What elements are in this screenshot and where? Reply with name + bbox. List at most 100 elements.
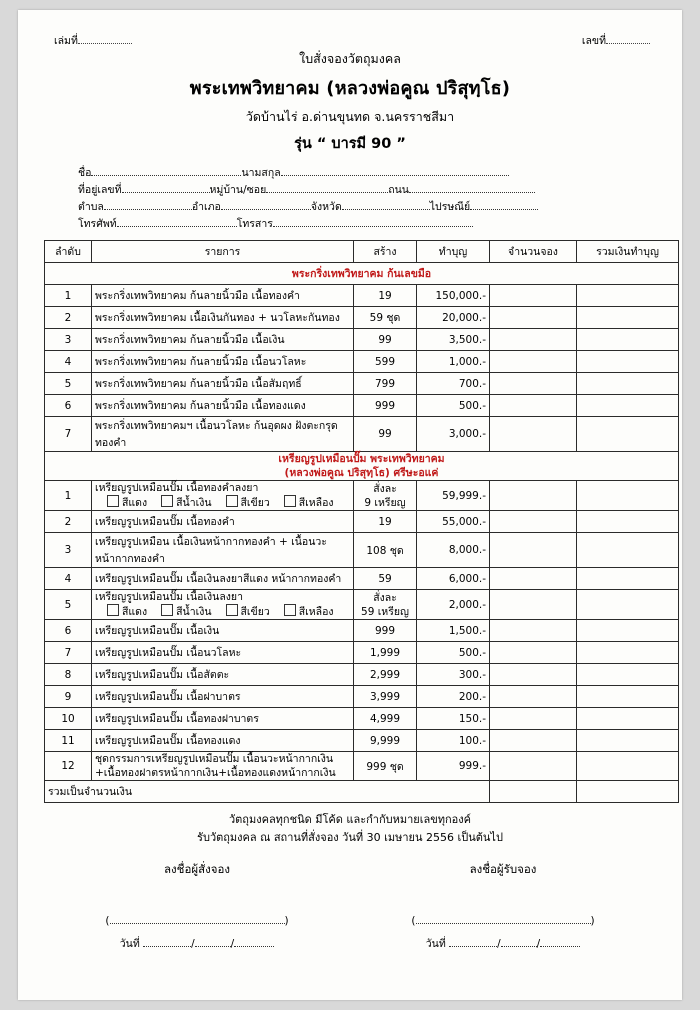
row-made: 19 xyxy=(353,284,417,307)
row-total-input[interactable] xyxy=(576,619,679,642)
paren-close-left: ) xyxy=(284,915,289,927)
row-quantity-input[interactable] xyxy=(489,619,577,642)
table-row: 6 เหรียญรูปเหมือนปั๊ม เนื้อเงิน 999 1,500.- xyxy=(44,619,679,642)
row-made: 3,999 xyxy=(353,685,417,708)
row-total-input[interactable] xyxy=(576,284,679,307)
row-total-input[interactable] xyxy=(576,641,679,664)
row-quantity-input[interactable] xyxy=(489,707,577,730)
total-label: รวมเป็นจำนวนเงิน xyxy=(44,780,490,803)
color-option[interactable]: สีน้ำเงิน xyxy=(161,495,212,510)
signature-titles: ลงชื่อผู้สั่งจอง ลงชื่อผู้รับจอง xyxy=(44,861,656,879)
row-quantity-input[interactable] xyxy=(489,350,577,373)
checkbox-icon[interactable] xyxy=(225,604,238,616)
row-quantity-input[interactable] xyxy=(489,416,577,452)
doc-number-field[interactable]: เลขที่ xyxy=(582,32,650,49)
row-total-input[interactable] xyxy=(576,350,679,373)
row-merit: 8,000.- xyxy=(416,532,490,568)
checkbox-icon[interactable] xyxy=(283,604,296,616)
row-total-input[interactable] xyxy=(576,751,679,781)
row-merit: 500.- xyxy=(416,394,490,417)
checkbox-icon[interactable] xyxy=(107,604,119,616)
row-made: สั่งละ 9 เหรียญ xyxy=(353,480,417,511)
row-total-input[interactable] xyxy=(576,510,679,533)
row-item: เหรียญรูปเหมือนปั๊ม เนื้อเงินลงยา สีแดง สี… xyxy=(91,589,354,620)
row-merit: 3,500.- xyxy=(416,328,490,351)
row-total-input[interactable] xyxy=(576,663,679,686)
customer-form: ชื่อ นามสกุล ที่อยู่เลขที่ หมู่บ้าน/ซอย ถนน… xyxy=(44,164,656,232)
row-made: 4,999 xyxy=(353,707,417,730)
row-quantity-input[interactable] xyxy=(489,284,577,307)
row-quantity-input[interactable] xyxy=(489,328,577,351)
row-quantity-input[interactable] xyxy=(489,480,577,511)
row-quantity-input[interactable] xyxy=(489,510,577,533)
section-header-phra-kring-cell: พระกริ่งเทพวิทยาคม ก้นเลขมือ xyxy=(44,262,679,285)
form-line-phone[interactable]: โทรศัพท์ โทรสาร xyxy=(78,215,656,232)
row-total-input[interactable] xyxy=(576,589,679,620)
row-total-input[interactable] xyxy=(576,416,679,452)
checkbox-icon[interactable] xyxy=(283,495,296,507)
color-option[interactable]: สีเหลือง xyxy=(283,495,334,510)
row-total-input[interactable] xyxy=(576,480,679,511)
row-quantity-input[interactable] xyxy=(489,306,577,329)
row-total-input[interactable] xyxy=(576,306,679,329)
section-header-rian-cell: เหรียญรูปเหมือนปั๊ม พระเทพวิทยาคม (หลวงพ่… xyxy=(44,451,679,481)
signature-orderer-paren[interactable]: () xyxy=(44,915,350,927)
color-option[interactable]: สีเขียว xyxy=(225,604,270,619)
color-option[interactable]: สีน้ำเงิน xyxy=(161,604,212,619)
total-amount-input[interactable] xyxy=(576,780,679,803)
row-order: 2 xyxy=(44,510,92,533)
row-merit: 500.- xyxy=(416,641,490,664)
checkbox-icon[interactable] xyxy=(225,495,238,507)
total-quantity-input[interactable] xyxy=(489,780,577,803)
row-total-input[interactable] xyxy=(576,532,679,568)
paren-close-right: ) xyxy=(590,915,595,927)
subdistrict-label: ตำบล xyxy=(78,201,104,213)
color-option[interactable]: สีเหลือง xyxy=(283,604,334,619)
row-quantity-input[interactable] xyxy=(489,372,577,395)
table-row: 1 พระกริ่งเทพวิทยาคม ก้นลายนิ้วมือ เนื้อท… xyxy=(44,284,679,307)
row-quantity-input[interactable] xyxy=(489,663,577,686)
row-quantity-input[interactable] xyxy=(489,567,577,590)
row-quantity-input[interactable] xyxy=(489,751,577,781)
form-line-district[interactable]: ตำบล อำเภอ จังหวัด ไปรษณีย์ xyxy=(78,198,656,215)
date-orderer[interactable]: วันที่ / / xyxy=(44,935,350,952)
row-total-input[interactable] xyxy=(576,685,679,708)
row-total-input[interactable] xyxy=(576,729,679,752)
form-title: ใบสั่งจองวัตถุมงคล xyxy=(299,51,401,66)
book-number-field[interactable]: เล่มที่ xyxy=(54,32,132,49)
row-item: พระกริ่งเทพวิทยาคม ก้นลายนิ้วมือ เนื้อสั… xyxy=(91,372,354,395)
row-quantity-input[interactable] xyxy=(489,685,577,708)
row-merit: 200.- xyxy=(416,685,490,708)
color-option[interactable]: สีแดง xyxy=(107,604,147,619)
row-merit: 2,000.- xyxy=(416,589,490,620)
row-total-input[interactable] xyxy=(576,707,679,730)
row-order: 6 xyxy=(44,394,92,417)
color-option[interactable]: สีเขียว xyxy=(225,495,270,510)
order-items-table: ลำดับ รายการ สร้าง ทำบุญ จำนวนจอง รวมเงิ… xyxy=(44,240,679,803)
row-made: 9,999 xyxy=(353,729,417,752)
row-quantity-input[interactable] xyxy=(489,589,577,620)
table-row: 7 พระกริ่งเทพวิทยาคมฯ เนื้อนวโลหะ ก้นอุดผ… xyxy=(44,416,679,452)
checkbox-icon[interactable] xyxy=(161,495,174,507)
row-quantity-input[interactable] xyxy=(489,729,577,752)
form-line-name[interactable]: ชื่อ นามสกุล xyxy=(78,164,656,181)
row-quantity-input[interactable] xyxy=(489,394,577,417)
row-quantity-input[interactable] xyxy=(489,641,577,664)
road-label: ถนน xyxy=(388,184,409,196)
row-total-input[interactable] xyxy=(576,372,679,395)
signature-receiver-paren[interactable]: () xyxy=(350,915,656,927)
date-receiver[interactable]: วันที่ / / xyxy=(350,935,656,952)
row-quantity-input[interactable] xyxy=(489,532,577,568)
date-lines: วันที่ / / วันที่ / / xyxy=(44,935,656,952)
row-order: 2 xyxy=(44,306,92,329)
row-merit: 1,500.- xyxy=(416,619,490,642)
row-made: 799 xyxy=(353,372,417,395)
row-total-input[interactable] xyxy=(576,328,679,351)
color-option[interactable]: สีแดง xyxy=(107,495,147,510)
form-line-address[interactable]: ที่อยู่เลขที่ หมู่บ้าน/ซอย ถนน xyxy=(78,181,656,198)
row-order: 7 xyxy=(44,641,92,664)
row-total-input[interactable] xyxy=(576,394,679,417)
row-total-input[interactable] xyxy=(576,567,679,590)
checkbox-icon[interactable] xyxy=(161,604,174,616)
checkbox-icon[interactable] xyxy=(107,495,119,507)
